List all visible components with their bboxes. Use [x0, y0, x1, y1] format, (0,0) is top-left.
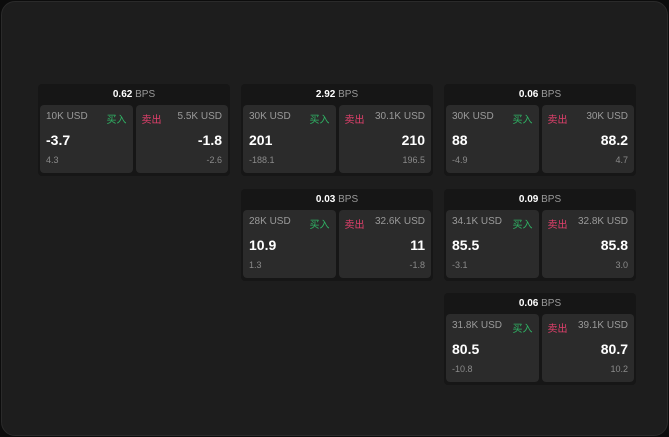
- sell-delta: 10.2: [610, 364, 628, 374]
- buy-card[interactable]: 10K USD 买入 -3.7 4.3: [40, 105, 133, 173]
- buy-size: 34.1K USD: [452, 216, 503, 227]
- buy-size: 30K USD: [249, 111, 291, 122]
- sell-size: 32.8K USD: [577, 216, 628, 227]
- buy-card[interactable]: 30K USD 买入 201 -188.1: [243, 105, 336, 173]
- spread-header: 0.06 BPS: [444, 84, 636, 105]
- sell-delta: -2.6: [206, 155, 222, 165]
- buy-label: 买入: [309, 115, 330, 126]
- buy-label: 买入: [512, 324, 533, 335]
- sell-label: 卖出: [141, 115, 162, 126]
- spread-header: 0.62 BPS: [38, 84, 230, 105]
- sell-card[interactable]: 卖出 39.1K USD 80.7 10.2: [541, 314, 634, 382]
- spread-unit: BPS: [338, 89, 359, 100]
- sell-price: 80.7: [600, 341, 628, 357]
- buy-price: 201: [249, 132, 273, 148]
- buy-card[interactable]: 30K USD 买入 88 -4.9: [446, 105, 539, 173]
- sell-size: 39.1K USD: [577, 320, 628, 331]
- buy-card[interactable]: 31.8K USD 买入 80.5 -10.8: [446, 314, 539, 382]
- spread-unit: BPS: [338, 194, 359, 205]
- sell-card[interactable]: 卖出 30.1K USD 210 196.5: [338, 105, 431, 173]
- sell-label: 卖出: [344, 220, 365, 231]
- buy-label: 买入: [512, 220, 533, 231]
- buy-delta: -10.8: [452, 364, 473, 374]
- buy-size: 10K USD: [46, 111, 88, 122]
- sell-delta: 4.7: [615, 155, 628, 165]
- sell-price: 210: [401, 132, 425, 148]
- buy-price: 80.5: [452, 341, 480, 357]
- spread-value: 0.06: [518, 89, 539, 100]
- spread-value: 0.03: [315, 194, 336, 205]
- buy-card[interactable]: 28K USD 买入 10.9 1.3: [243, 210, 336, 278]
- quote-widget: 2.92 BPS 30K USD 买入 201 -188.1 卖出 30.1K US…: [241, 84, 433, 176]
- buy-label: 买入: [106, 115, 127, 126]
- spread-unit: BPS: [135, 89, 156, 100]
- buy-card[interactable]: 34.1K USD 买入 85.5 -3.1: [446, 210, 539, 278]
- quote-widget: 0.06 BPS 30K USD 买入 88 -4.9 卖出 30K USD 88.…: [444, 84, 636, 176]
- quote-widget: 0.03 BPS 28K USD 买入 10.9 1.3 卖出 32.6K USD …: [241, 189, 433, 281]
- spread-unit: BPS: [541, 89, 562, 100]
- spread-value: 0.09: [518, 194, 539, 205]
- sell-label: 卖出: [344, 115, 365, 126]
- spread-unit: BPS: [541, 194, 562, 205]
- quote-widget: 0.09 BPS 34.1K USD 买入 85.5 -3.1 卖出 32.8K U…: [444, 189, 636, 281]
- quote-widget: 0.62 BPS 10K USD 买入 -3.7 4.3 卖出 5.5K USD -…: [38, 84, 230, 176]
- sell-card[interactable]: 卖出 30K USD 88.2 4.7: [541, 105, 634, 173]
- spread-header: 0.09 BPS: [444, 189, 636, 210]
- sell-price: 85.8: [600, 237, 628, 253]
- buy-size: 30K USD: [452, 111, 494, 122]
- sell-price: 11: [410, 237, 425, 253]
- sell-size: 32.6K USD: [374, 216, 425, 227]
- sell-card[interactable]: 卖出 32.6K USD 11 -1.8: [338, 210, 431, 278]
- spread-header: 0.03 BPS: [241, 189, 433, 210]
- buy-size: 28K USD: [249, 216, 291, 227]
- sell-price: 88.2: [600, 132, 628, 148]
- buy-price: 10.9: [249, 237, 277, 253]
- sell-label: 卖出: [547, 115, 568, 126]
- buy-size: 31.8K USD: [452, 320, 503, 331]
- sell-label: 卖出: [547, 220, 568, 231]
- quote-widget: 0.06 BPS 31.8K USD 买入 80.5 -10.8 卖出 39.1K …: [444, 293, 636, 385]
- buy-price: 85.5: [452, 237, 480, 253]
- buy-delta: -3.1: [452, 260, 468, 270]
- sell-size: 5.5K USD: [177, 111, 222, 122]
- sell-size: 30K USD: [586, 111, 628, 122]
- spread-value: 2.92: [315, 89, 336, 100]
- sell-delta: 196.5: [402, 155, 425, 165]
- sell-label: 卖出: [547, 324, 568, 335]
- buy-delta: 1.3: [249, 260, 262, 270]
- spread-header: 2.92 BPS: [241, 84, 433, 105]
- spread-value: 0.62: [112, 89, 133, 100]
- sell-card[interactable]: 卖出 32.8K USD 85.8 3.0: [541, 210, 634, 278]
- sell-delta: -1.8: [409, 260, 425, 270]
- spread-header: 0.06 BPS: [444, 293, 636, 314]
- spread-unit: BPS: [541, 298, 562, 309]
- sell-price: -1.8: [197, 132, 222, 148]
- buy-delta: -188.1: [249, 155, 275, 165]
- buy-label: 买入: [309, 220, 330, 231]
- buy-delta: 4.3: [46, 155, 59, 165]
- buy-delta: -4.9: [452, 155, 468, 165]
- buy-label: 买入: [512, 115, 533, 126]
- sell-card[interactable]: 卖出 5.5K USD -1.8 -2.6: [135, 105, 228, 173]
- buy-price: -3.7: [46, 132, 71, 148]
- sell-size: 30.1K USD: [374, 111, 425, 122]
- sell-delta: 3.0: [615, 260, 628, 270]
- spread-value: 0.06: [518, 298, 539, 309]
- buy-price: 88: [452, 132, 468, 148]
